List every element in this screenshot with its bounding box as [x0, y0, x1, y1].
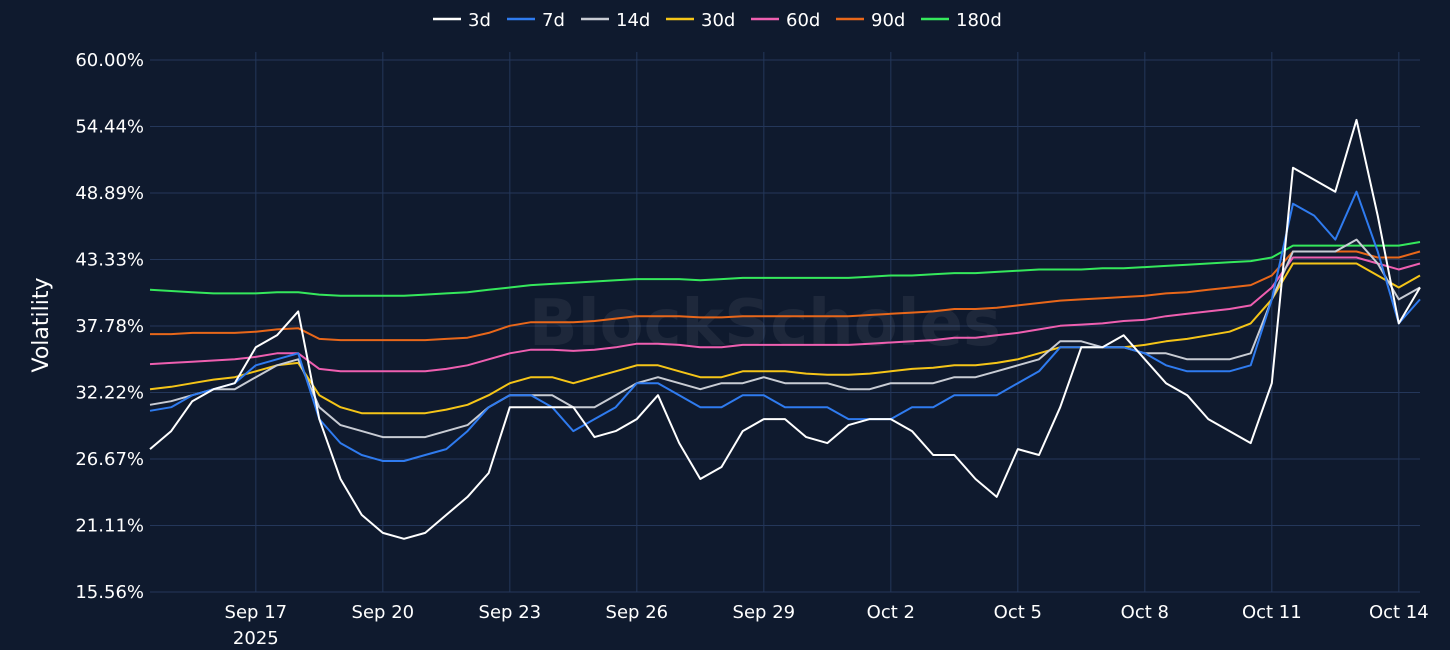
legend-label: 90d — [871, 10, 905, 31]
series-line-60d — [149, 256, 1421, 373]
legend-item-7d: 7d — [507, 10, 565, 31]
x-tick-label: Sep 17 — [225, 602, 288, 623]
legend-label: 7d — [542, 10, 565, 31]
legend-label: 30d — [701, 10, 735, 31]
grid — [150, 52, 1420, 593]
legend-item-90d: 90d — [836, 10, 905, 31]
series-line-30d — [149, 262, 1421, 415]
series-line-7d — [149, 190, 1421, 462]
series-lines — [149, 118, 1421, 540]
legend-label: 60d — [786, 10, 820, 31]
x-tick-label: Oct 14 — [1369, 602, 1429, 623]
x-tick-label: Sep 26 — [606, 602, 669, 623]
series-line-14d — [149, 238, 1421, 439]
y-tick-label: 48.89% — [75, 183, 144, 204]
x-tick-label: Oct 2 — [867, 602, 915, 623]
x-tick-label: Sep 29 — [733, 602, 796, 623]
legend-item-14d: 14d — [581, 10, 650, 31]
y-tick-label: 43.33% — [75, 250, 144, 271]
legend-item-30d: 30d — [666, 10, 735, 31]
legend-label: 3d — [468, 10, 491, 31]
y-tick-label: 26.67% — [75, 449, 144, 470]
y-tick-label: 54.44% — [75, 117, 144, 138]
y-tick-label: 32.22% — [75, 383, 144, 404]
y-axis-ticks: 15.56% 21.11% 26.67% 32.22% 37.78% 43.33% 48.8… — [75, 50, 144, 603]
series-line-3d — [149, 118, 1421, 540]
x-tick-label: Oct 8 — [1121, 602, 1169, 623]
y-tick-label: 21.11% — [75, 516, 144, 537]
legend-label: 14d — [616, 10, 650, 31]
y-tick-label: 37.78% — [75, 316, 144, 337]
x-tick-label: Sep 23 — [479, 602, 542, 623]
y-tick-label: 15.56% — [75, 582, 144, 603]
x-tick-label: Oct 11 — [1242, 602, 1302, 623]
legend-item-3d: 3d — [433, 10, 491, 31]
x-axis-ticks: Sep 17 2025 Sep 20 Sep 23 Sep 26 Sep 29 Oct 2 O… — [225, 602, 1429, 649]
y-tick-label: 60.00% — [75, 50, 144, 71]
legend-item-180d: 180d — [921, 10, 1002, 31]
legend-item-60d: 60d — [751, 10, 820, 31]
x-tick-label: Sep 20 — [352, 602, 415, 623]
legend-label: 180d — [956, 10, 1002, 31]
series-line-90d — [150, 250, 1421, 342]
y-axis-title: Volatility — [29, 277, 54, 372]
series-line-180d — [149, 241, 1421, 297]
legend: 3d 7d 14d 30d 60d 90d 180d — [433, 10, 1002, 31]
x-tick-label: Oct 5 — [994, 602, 1042, 623]
x-tick-sublabel: 2025 — [233, 628, 279, 649]
